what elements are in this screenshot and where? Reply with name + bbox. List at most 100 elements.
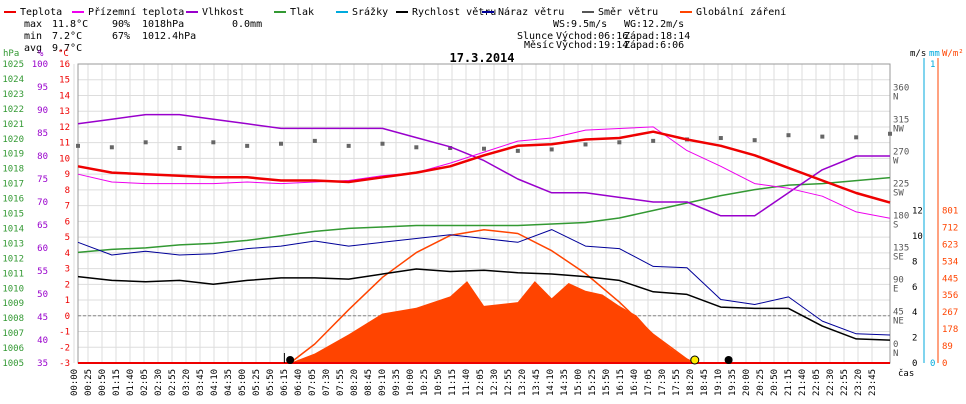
sunset-marker: [690, 355, 700, 365]
axis-tick-x: 20:25: [756, 369, 766, 396]
axis-tick-x: 22:30: [826, 369, 836, 396]
axis-tick-x: 13:20: [518, 369, 528, 396]
axis-tick-x: 14:10: [546, 369, 556, 396]
axis-tick-x: 08:45: [364, 369, 374, 396]
axis-tick-pct: 70: [37, 198, 48, 208]
stats-min-temp: 7.2°C: [52, 31, 82, 42]
plot-grid: [73, 63, 891, 364]
series-wind-dir-point: [718, 136, 723, 141]
axis-tick-hpa: 1013: [2, 239, 24, 249]
axis-tick-hpa: 1017: [2, 180, 24, 190]
axis-tick-wm: 267: [942, 308, 958, 318]
series-wind-dir-point: [414, 145, 419, 150]
series-wind-dir-point: [76, 143, 80, 148]
legend-item: Srážky: [352, 6, 388, 18]
axis-tick-hpa: 1006: [2, 344, 24, 354]
axis-tick-dir-name: NW: [893, 125, 904, 135]
stats-max-label: max: [24, 19, 42, 30]
series-pressure: [77, 176, 891, 254]
axis-tick-pct: 45: [37, 313, 48, 323]
series-humidity: [77, 113, 890, 217]
plot-series: [76, 113, 892, 364]
axis-tick-pct: 95: [37, 83, 48, 93]
series-wind-dir-point: [380, 141, 385, 146]
axis-tick-x: 23:45: [868, 369, 878, 396]
axis-tick-x: 02:30: [154, 369, 164, 396]
axis-tick-x: 04:10: [210, 369, 220, 396]
axis-tick-x: 12:55: [504, 369, 514, 396]
axis-tick-dir-deg: 225: [893, 180, 909, 190]
sun-rise: Východ:06:16: [556, 30, 628, 42]
axis-tick-degc: 15: [59, 76, 70, 86]
axis-tick-hpa: 1008: [2, 314, 24, 324]
axis-tick-degc: 6: [65, 217, 70, 227]
legend-item: Tlak: [290, 7, 314, 18]
axis-tick-hpa: 1019: [2, 150, 24, 160]
axis-tick-hpa: 1023: [2, 90, 24, 100]
axis-tick-hpa: 1005: [2, 359, 24, 369]
legend: Teplota Přízemní teplota Vlhkost Tlak Srážky…: [4, 6, 786, 18]
series-wind-dir-point: [786, 133, 791, 138]
axis-tick-x: 10:00: [406, 369, 416, 396]
axis-tick-dir-name: N: [893, 349, 898, 359]
stats-max-hum: 90%: [112, 19, 130, 30]
axis-tick-pct: 80: [37, 152, 48, 162]
axis-tick-hpa: 1020: [2, 135, 24, 145]
series-radiation-area: [290, 281, 695, 363]
axis-tick-degc: 1: [65, 296, 70, 306]
series-wind-dir-point: [211, 140, 216, 145]
axis-tick-degc: 14: [59, 91, 70, 101]
axis-tick-degc: 12: [59, 123, 70, 133]
axis-unit-wm: W/m²: [942, 49, 964, 59]
axis-tick-ms: 0: [912, 359, 917, 369]
stats-block: max 11.8°C 90% 1018hPa 0.0mm min 7.2°C 6…: [24, 19, 262, 54]
axis-tick-x: 17:30: [658, 369, 668, 396]
series-wind-dir-point: [177, 146, 182, 151]
legend-item: Náraz větru: [498, 6, 564, 18]
axis-tick-x: 19:10: [714, 369, 724, 396]
axis-tick-x: 09:35: [392, 369, 402, 396]
stats-min-label: min: [24, 31, 42, 42]
axis-tick-x: 16:40: [630, 369, 640, 396]
axis-tick-x: 04:35: [224, 369, 234, 396]
axis-tick-degc: 7: [65, 202, 70, 212]
wind-wg: WG:12.2m/s: [624, 19, 684, 30]
legend-item: Vlhkost: [202, 7, 244, 18]
axis-tick-dir-name: W: [893, 157, 899, 167]
axis-tick-x: 01:15: [112, 369, 122, 396]
series-wind-gust: [77, 229, 891, 336]
series-wind-dir-point: [143, 140, 148, 145]
plot-markers: [78, 353, 890, 365]
series-wind-dir-point: [346, 143, 351, 148]
axis-tick-x: 23:20: [854, 369, 864, 396]
axis-unit-ms: m/s: [910, 49, 926, 59]
sun-label: Slunce: [517, 31, 553, 42]
axis-tick-hpa: 1022: [2, 105, 24, 115]
axis-tick-ms: 4: [912, 308, 917, 318]
series-wind-dir-point: [820, 134, 825, 139]
series-wind-dir-point: [515, 148, 520, 153]
axis-tick-ms: 2: [912, 334, 917, 344]
axis-tick-x: 05:25: [252, 369, 262, 396]
axis-tick-x: 02:55: [168, 369, 178, 396]
axis-tick-hpa: 1007: [2, 329, 24, 339]
stats-avg-label: avg: [24, 43, 42, 54]
axis-tick-x: 00:50: [98, 369, 108, 396]
axis-tick-dir-name: N: [893, 92, 898, 102]
axis-tick-hpa: 1024: [2, 75, 24, 85]
axis-tick-wm: 623: [942, 240, 958, 250]
stats-min-press: 1012.4hPa: [142, 31, 196, 42]
series-wind-dir-point: [752, 138, 757, 143]
axis-tick-x: 07:05: [308, 369, 318, 396]
axis-tick-dir-name: SW: [893, 189, 904, 199]
axis-tick-x: 05:00: [238, 369, 248, 396]
axis-tick-x: 03:45: [196, 369, 206, 396]
axis-tick-hpa: 1010: [2, 284, 24, 294]
axis-tick-x: 02:05: [140, 369, 150, 396]
legend-item: Rychlost větru: [412, 6, 496, 18]
sun-set: Západ:18:14: [624, 30, 690, 42]
axis-tick-hpa: 1011: [2, 269, 24, 279]
axis-tick-pct: 60: [37, 244, 48, 254]
series-wind-dir-point: [617, 140, 622, 145]
